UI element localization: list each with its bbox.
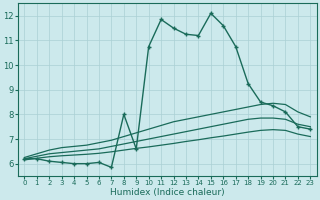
X-axis label: Humidex (Indice chaleur): Humidex (Indice chaleur) bbox=[110, 188, 225, 197]
